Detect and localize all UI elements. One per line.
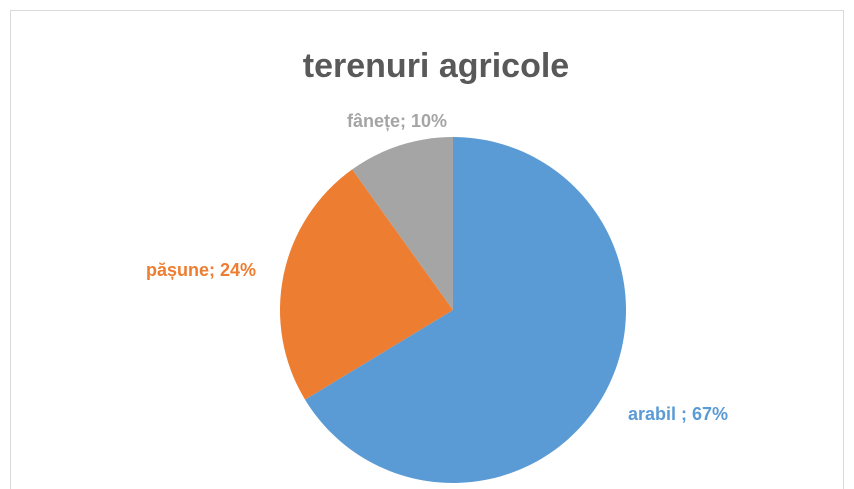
data-label: fânețe; 10% bbox=[347, 111, 447, 131]
pie-slice bbox=[305, 137, 626, 483]
chart-title: terenuri agricole bbox=[303, 47, 569, 85]
data-label: pășune; 24% bbox=[146, 260, 256, 280]
data-label: arabil ; 67% bbox=[628, 404, 728, 424]
pie-slice bbox=[280, 169, 453, 400]
pie-slice bbox=[352, 137, 453, 310]
